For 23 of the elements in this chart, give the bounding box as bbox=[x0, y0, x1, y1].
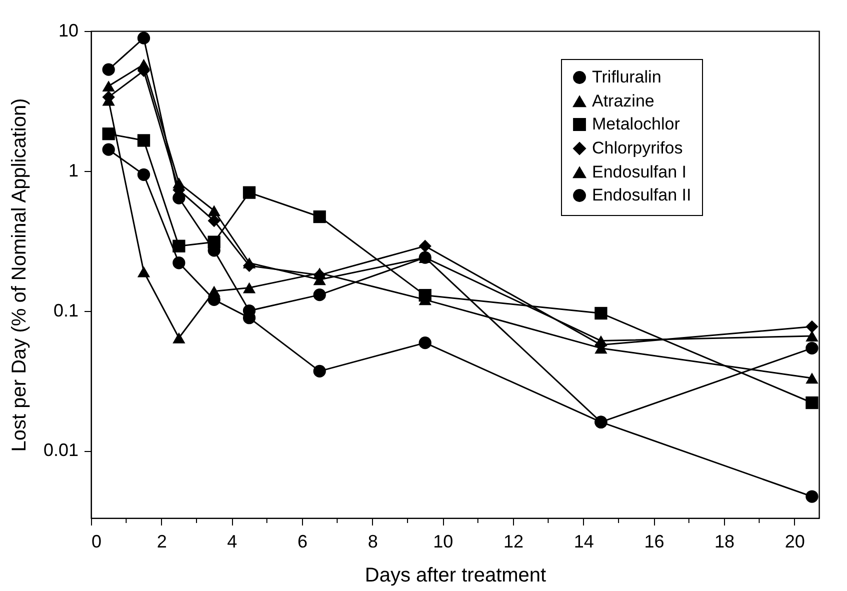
y-tick-label: 0.01 bbox=[43, 440, 78, 460]
x-tick-label: 18 bbox=[714, 532, 735, 552]
x-tick-label: 2 bbox=[156, 532, 167, 552]
y-axis-title: Lost per Day (% of Nominal Application) bbox=[8, 98, 30, 452]
legend-label: Endosulfan II bbox=[592, 186, 692, 204]
x-tick-label: 6 bbox=[298, 532, 308, 552]
x-tick-label: 14 bbox=[574, 532, 594, 552]
x-tick-label: 20 bbox=[784, 532, 805, 552]
y-tick-label: 1 bbox=[68, 160, 78, 180]
x-axis-title: Days after treatment bbox=[364, 564, 547, 586]
x-tick-label: 16 bbox=[644, 532, 664, 552]
legend-label: Endosulfan I bbox=[592, 162, 687, 182]
x-tick-label: 8 bbox=[368, 532, 378, 552]
legend-label: Chlorpyrifos bbox=[592, 138, 683, 158]
x-tick-label: 4 bbox=[227, 532, 238, 552]
y-tick-label: 10 bbox=[58, 20, 78, 40]
legend-label: Atrazine bbox=[592, 92, 654, 110]
x-tick-label: 0 bbox=[92, 532, 102, 552]
x-tick-label: 12 bbox=[504, 532, 524, 552]
x-tick-label: 10 bbox=[433, 532, 454, 552]
y-tick-label: 0.1 bbox=[53, 300, 78, 320]
legend-label: Trifluralin bbox=[592, 68, 662, 86]
legend-label: Metalochlor bbox=[592, 114, 680, 134]
